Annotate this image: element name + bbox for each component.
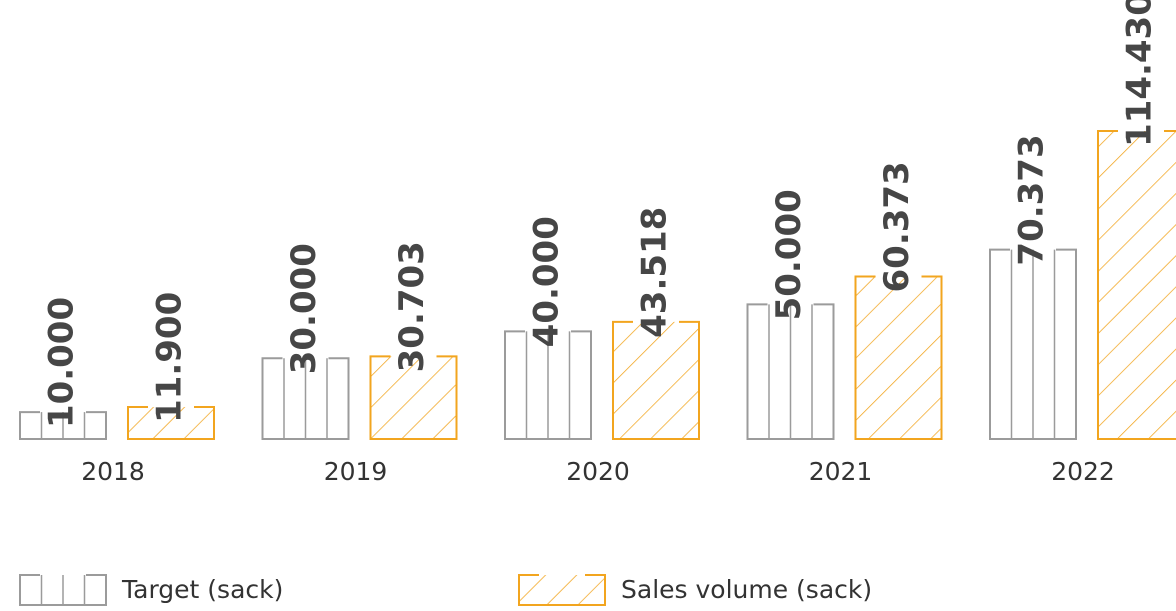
bar-outline [19,574,107,606]
data-label: 114.430 [1120,0,1160,147]
bar-outline [504,330,592,440]
bar [989,248,1077,440]
legend-label: Sales volume (sack) [621,575,872,604]
x-tick-label: 2022 [1051,457,1115,486]
x-tick-label: 2019 [324,457,388,486]
bar [127,405,215,440]
bar-hatch [370,356,457,439]
bar-hatch [128,406,214,439]
data-label: 40.000 [527,216,567,347]
bar-outline [854,275,943,440]
bar [261,357,350,440]
legend-label: Target (sack) [121,575,283,604]
data-label: 70.373 [1012,134,1052,265]
bar-outline [127,405,215,440]
bar [19,411,107,440]
data-label: 50.000 [769,189,809,320]
bar-outline [369,355,458,440]
x-tick-label: 2018 [81,457,145,486]
bar-outline [19,411,107,440]
bar-outline [1097,130,1176,440]
bar-hatch [519,575,605,605]
data-label: 30.000 [284,243,324,374]
data-label: 30.703 [392,241,432,372]
bar-hatch [613,321,699,439]
bar-outline [989,248,1077,440]
bar [746,303,835,440]
bar [1097,130,1176,440]
bar [612,320,700,440]
bar [19,574,107,606]
bar-outline [261,357,350,440]
data-label: 10.000 [42,297,82,428]
bar-outline [612,320,700,440]
data-label: 11.900 [150,292,190,423]
x-tick-label: 2021 [809,457,873,486]
bar-outline [518,574,606,606]
data-label: 60.373 [877,161,917,292]
bar [504,330,592,440]
x-tick-label: 2020 [566,457,630,486]
bar-hatch [855,276,942,439]
data-label: 43.518 [635,207,675,338]
bar [854,275,943,440]
bar [369,355,458,440]
bar-hatch [1098,131,1176,439]
bar-outline [746,303,835,440]
bar [518,574,606,606]
